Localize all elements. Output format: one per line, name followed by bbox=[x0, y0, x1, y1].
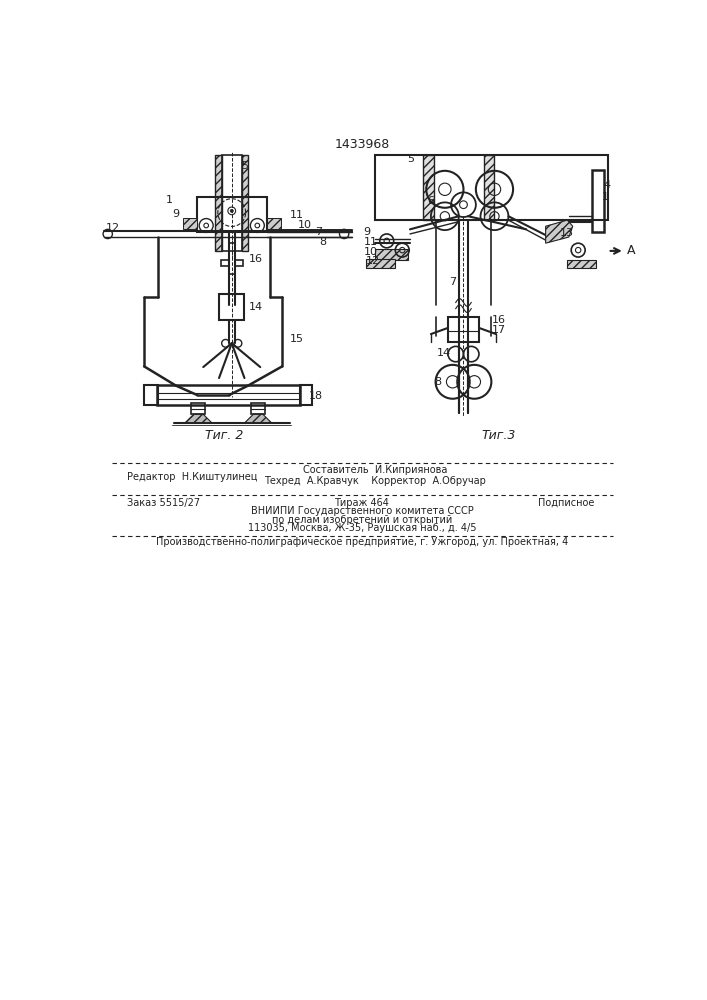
Bar bbox=[592, 170, 604, 232]
Text: 7: 7 bbox=[315, 227, 322, 237]
Text: Производственно-полиграфическое предприятие, г. Ужгород, ул. Проектная, 4: Производственно-полиграфическое предприя… bbox=[156, 537, 568, 547]
Text: Техред  А.Кравчук    Корректор  А.Обручар: Техред А.Кравчук Корректор А.Обручар bbox=[264, 476, 486, 486]
Bar bbox=[251, 403, 265, 414]
Text: 5: 5 bbox=[408, 153, 415, 163]
Text: 16: 16 bbox=[249, 254, 263, 264]
Polygon shape bbox=[366, 259, 395, 268]
Text: Τиг. 2: Τиг. 2 bbox=[205, 429, 243, 442]
Text: 5: 5 bbox=[241, 161, 248, 171]
Text: 13: 13 bbox=[559, 228, 573, 238]
Bar bbox=[423, 155, 434, 220]
Text: Тираж 464: Тираж 464 bbox=[334, 498, 390, 508]
Bar bbox=[222, 155, 242, 251]
Polygon shape bbox=[183, 218, 197, 229]
Text: 11: 11 bbox=[290, 210, 304, 220]
Text: 10: 10 bbox=[298, 220, 312, 230]
Bar bbox=[156, 385, 300, 405]
Bar bbox=[144, 385, 158, 405]
Text: 18: 18 bbox=[309, 391, 323, 401]
Text: 11: 11 bbox=[363, 237, 378, 247]
Bar bbox=[448, 317, 479, 342]
Text: 113035, Москва, Ж-35, Раушская наб., д. 4/5: 113035, Москва, Ж-35, Раушская наб., д. … bbox=[247, 523, 477, 533]
Bar bbox=[219, 294, 244, 320]
Text: Τиг.3: Τиг.3 bbox=[482, 429, 516, 442]
Text: 14: 14 bbox=[249, 302, 263, 312]
Text: 10: 10 bbox=[363, 247, 378, 257]
Text: ВНИИПИ Государственного комитета СССР: ВНИИПИ Государственного комитета СССР bbox=[250, 506, 473, 516]
Text: 1: 1 bbox=[166, 195, 173, 205]
Bar bbox=[484, 155, 494, 220]
Text: 1: 1 bbox=[602, 192, 609, 202]
Text: 9: 9 bbox=[363, 227, 370, 237]
Text: Подписное: Подписное bbox=[538, 498, 595, 508]
Bar bbox=[242, 155, 248, 251]
Text: 16: 16 bbox=[491, 315, 506, 325]
Text: 9: 9 bbox=[172, 209, 179, 219]
Text: Заказ 5515/27: Заказ 5515/27 bbox=[127, 498, 200, 508]
Text: Составитель  И.Киприянова: Составитель И.Киприянова bbox=[303, 465, 448, 475]
Polygon shape bbox=[375, 249, 408, 260]
Text: 4: 4 bbox=[604, 180, 611, 190]
Text: 17: 17 bbox=[491, 325, 506, 335]
Polygon shape bbox=[185, 414, 211, 423]
Polygon shape bbox=[546, 220, 573, 243]
Text: 6: 6 bbox=[427, 196, 434, 206]
Bar bbox=[216, 155, 222, 251]
Text: 12: 12 bbox=[105, 223, 119, 233]
Text: 7: 7 bbox=[449, 277, 456, 287]
Text: 15: 15 bbox=[290, 334, 304, 344]
Bar bbox=[300, 385, 312, 405]
Bar bbox=[197, 197, 267, 232]
Polygon shape bbox=[567, 260, 596, 268]
Polygon shape bbox=[245, 414, 271, 423]
Text: 8: 8 bbox=[434, 377, 441, 387]
Text: 1433968: 1433968 bbox=[334, 138, 390, 151]
Bar bbox=[192, 403, 206, 414]
Text: 14: 14 bbox=[437, 348, 451, 358]
Polygon shape bbox=[267, 218, 281, 229]
Text: 8: 8 bbox=[320, 237, 327, 247]
Text: Редактор  Н.Киштулинец: Редактор Н.Киштулинец bbox=[127, 472, 257, 482]
Bar bbox=[375, 155, 607, 220]
Text: A: A bbox=[627, 244, 636, 257]
Text: 12: 12 bbox=[366, 256, 380, 266]
Circle shape bbox=[230, 209, 233, 212]
Text: по делам изобретений и открытий: по делам изобретений и открытий bbox=[271, 515, 452, 525]
